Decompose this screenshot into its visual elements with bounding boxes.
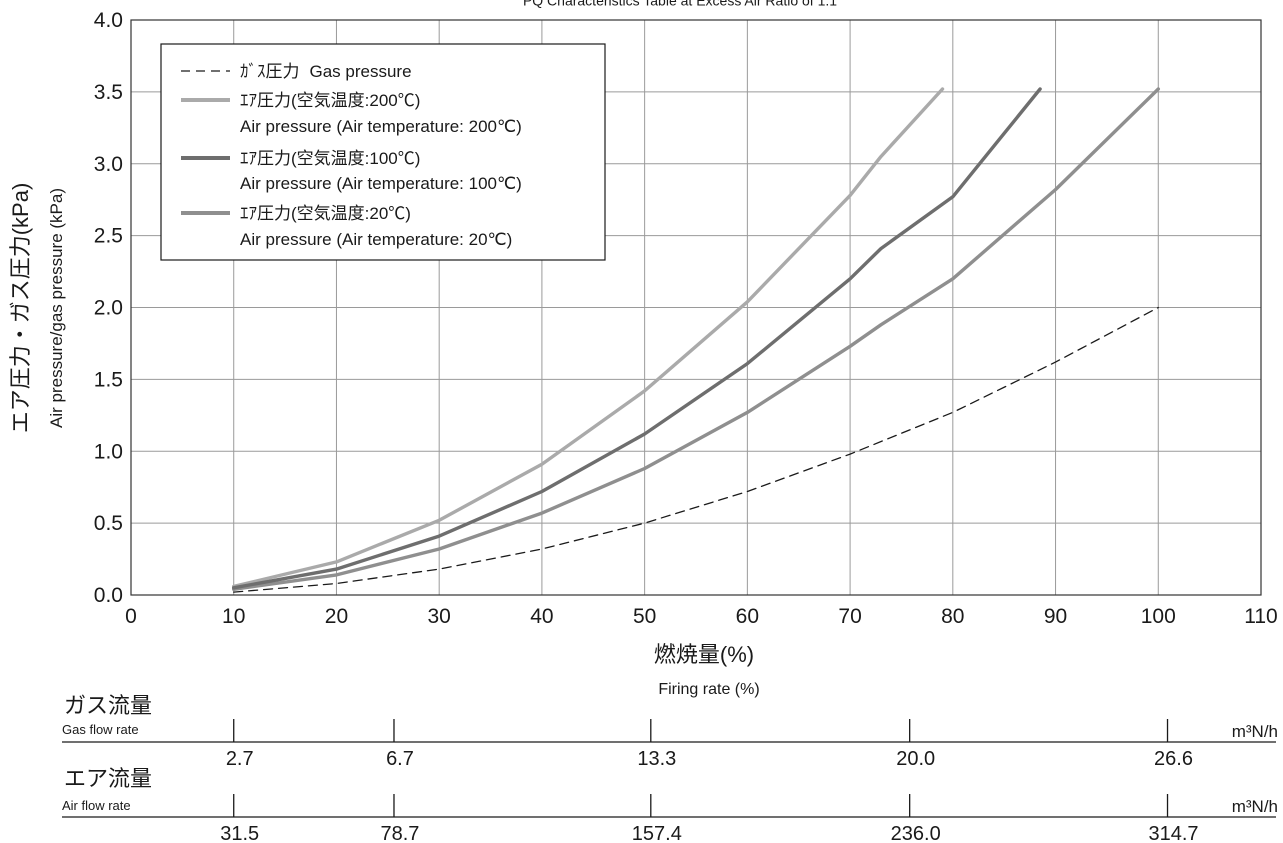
y-tick-label: 1.0	[94, 440, 123, 463]
x-tick-label: 10	[222, 605, 245, 628]
air-flow-unit: m³N/h	[1232, 797, 1278, 816]
air-flow-label-en: Air flow rate	[62, 798, 131, 813]
air-pressure-100c-line	[231, 87, 1042, 590]
air-flow-label-jp: エア流量	[64, 766, 152, 791]
y-axis-label-en: Air pressure/gas pressure (kPa)	[47, 188, 66, 428]
plot-frame	[130, 19, 1262, 596]
chart-title: PQ Characteristics Table at Excess Air R…	[523, 0, 837, 9]
air-pressure-200c-line	[231, 87, 945, 589]
legend-air100-en: Air pressure (Air temperature: 100℃)	[240, 174, 522, 193]
gas-flow-value: 6.7	[386, 748, 414, 770]
gas-flow-value: 26.6	[1154, 748, 1193, 770]
air-flow-value: 314.7	[1148, 823, 1198, 843]
y-tick-label: 3.5	[94, 81, 123, 104]
y-tick-label: 1.5	[94, 368, 123, 391]
legend-air20-jp: ｴｱ圧力(空気温度:20℃)	[240, 204, 411, 223]
air-flow-value: 31.5	[220, 823, 259, 843]
legend: ｶﾞｽ圧力 Gas pressure ｴｱ圧力(空気温度:200℃) Air pr…	[160, 43, 606, 261]
gas-flow-value: 20.0	[896, 748, 935, 770]
y-tick-label: 2.0	[94, 297, 123, 320]
grid	[131, 20, 1261, 595]
legend-air100-jp: ｴｱ圧力(空気温度:100℃)	[240, 149, 420, 168]
x-tick-label: 90	[1044, 605, 1067, 628]
legend-air200-jp: ｴｱ圧力(空気温度:200℃)	[240, 91, 420, 110]
x-tick-label: 0	[125, 605, 137, 628]
x-tick-label: 20	[325, 605, 348, 628]
x-tick-label: 30	[428, 605, 451, 628]
y-tick-label: 0.5	[94, 512, 123, 535]
air-flow-value: 157.4	[632, 823, 682, 843]
y-tick-label: 3.0	[94, 153, 123, 176]
gas-flow-value: 2.7	[226, 748, 254, 770]
air-flow-scale: エア流量 Air flow rate 31.5 78.7 157.4 236.0 314…	[62, 766, 1278, 843]
legend-box	[160, 43, 606, 261]
legend-air20-en: Air pressure (Air temperature: 20℃)	[240, 230, 512, 249]
gas-flow-ticks: 2.7 6.7 13.3 20.0 26.6	[226, 719, 1193, 770]
y-tick-label: 2.5	[94, 225, 123, 248]
gas-flow-value: 13.3	[637, 748, 676, 770]
x-axis-label-jp: 燃焼量(%)	[654, 642, 754, 667]
series-lines	[231, 87, 1161, 593]
x-tick-labels: 0 10 20 30 40 50 60 70 80 90 100 110	[125, 605, 1278, 628]
x-tick-label: 40	[530, 605, 553, 628]
y-axis-label-jp: エア圧力・ガス圧力(kPa)	[8, 183, 33, 434]
legend-gas-en: Gas pressure	[310, 62, 412, 81]
gas-flow-label-jp: ガス流量	[64, 693, 152, 718]
x-axis-label-en: Firing rate (%)	[658, 681, 759, 698]
gas-pressure-line	[233, 306, 1159, 593]
gas-flow-scale: ガス流量 Gas flow rate 2.7 6.7 13.3 20.0 26.6 m³…	[62, 693, 1278, 770]
x-tick-label: 50	[633, 605, 656, 628]
air-pressure-20c-line	[231, 87, 1161, 591]
air-flow-value: 78.7	[381, 823, 420, 843]
x-tick-label: 110	[1244, 605, 1277, 628]
x-tick-label: 100	[1141, 605, 1176, 628]
gas-flow-label-en: Gas flow rate	[62, 722, 139, 737]
y-tick-label: 4.0	[94, 9, 123, 32]
x-tick-label: 80	[941, 605, 964, 628]
air-flow-ticks: 31.5 78.7 157.4 236.0 314.7	[220, 794, 1199, 843]
y-tick-labels: 0.0 0.5 1.0 1.5 2.0 2.5 3.0 3.5 4.0	[94, 9, 123, 607]
gas-flow-unit: m³N/h	[1232, 722, 1278, 741]
x-tick-label: 70	[838, 605, 861, 628]
legend-gas-jp: ｶﾞｽ圧力	[240, 62, 300, 81]
legend-air200-en: Air pressure (Air temperature: 200℃)	[240, 117, 522, 136]
air-flow-value: 236.0	[891, 823, 941, 843]
y-tick-label: 0.0	[94, 584, 123, 607]
x-tick-label: 60	[736, 605, 759, 628]
